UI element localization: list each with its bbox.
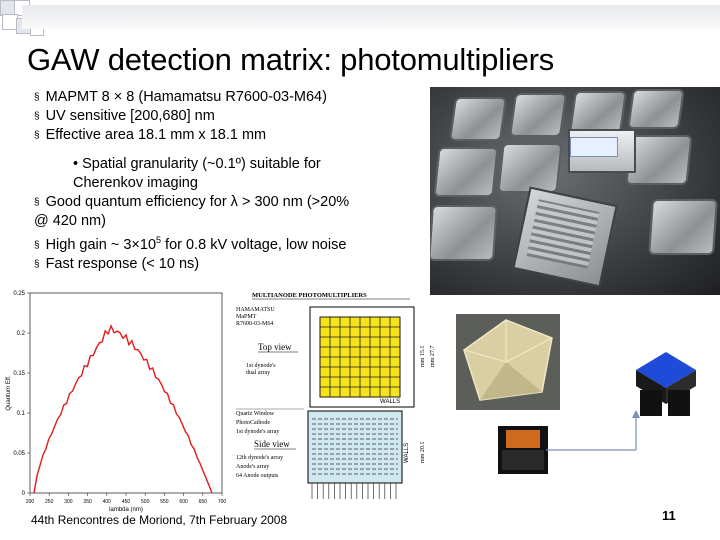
bullet-list-top: § MAPMT 8 × 8 (Hamamatsu R7600-03-M64) § U… [34,88,327,145]
svg-text:12th dynode's array: 12th dynode's array [236,455,283,461]
sub-bullet: • Spatial granularity (~0.1º) suitable f… [73,156,321,191]
y-tick-label: 0.05 [13,451,25,457]
svg-text:R7600-03-M64: R7600-03-M64 [236,321,273,327]
x-tick-label: 200 [26,499,35,505]
y-tick-label: 0.15 [13,371,25,377]
top-view-label: Top view [258,342,292,352]
svg-text:dual array: dual array [246,370,270,376]
x-tick-label: 400 [103,499,112,505]
bullet-item: § UV sensitive [200,680] nm [34,108,215,124]
x-tick-label: 500 [141,499,150,505]
pmt-photo [430,87,720,295]
bullet-item: § Good quantum efficiency for λ > 300 nm … [34,194,350,210]
svg-text:WALLS: WALLS [380,399,400,405]
page-number: 11 [662,508,676,523]
svg-text:PhotoCathode: PhotoCathode [236,420,270,426]
header-band [22,5,720,29]
bullet-item: § MAPMT 8 × 8 (Hamamatsu R7600-03-M64) [34,89,327,105]
anode-grid [319,316,401,398]
page-title: GAW detection matrix: photomultipliers [27,42,555,77]
diagram-header: MULTIANODE PHOTOMULTIPLIERS [252,292,367,299]
svg-text:mm 15.1: mm 15.1 [420,346,426,367]
quantum-efficiency-chart: Quantum Eff. lambda (nm) 0.25 0.2 0.15 0.1 0… [6,291,227,513]
light-guide-and-pmt-schematic [456,314,696,474]
qe-curve [33,324,213,494]
x-tick-label: 600 [179,499,188,505]
x-tick-label: 300 [64,499,73,505]
svg-text:1st dynode's array: 1st dynode's array [236,429,279,435]
bullet-list-bottom: § Good quantum efficiency for λ > 300 nm … [34,193,424,274]
svg-text:64 Anode outputs: 64 Anode outputs [236,473,279,479]
svg-text:WALLS: WALLS [404,443,410,463]
bullet-item: § High gain ~ 3×105 for 0.8 kV voltage, l… [34,235,347,253]
side-view-label: Side view [254,439,290,449]
y-tick-label: 0.1 [17,411,26,417]
y-tick-label: 0.2 [17,331,26,337]
x-tick-label: 650 [199,499,208,505]
arrow-icon [632,410,640,418]
x-tick-label: 450 [122,499,131,505]
svg-text:HAMAMATSU: HAMAMATSU [236,307,275,313]
svg-text:Quartz Window: Quartz Window [236,411,275,417]
x-tick-label: 700 [218,499,227,505]
bullet-item: § Effective area 18.1 mm x 18.1 mm [34,127,267,143]
x-tick-label: 350 [83,499,92,505]
y-tick-label: 0 [22,491,26,497]
footer-text: 44th Rencontres de Moriond, 7th February… [31,513,288,527]
plot-frame [29,292,223,494]
bullet-item: § Fast response (< 10 ns) [34,255,200,272]
svg-text:mm 20.1: mm 20.1 [420,442,426,463]
x-tick-label: 550 [160,499,169,505]
x-tick-label: 250 [45,499,54,505]
orange-window [506,430,540,448]
svg-text:mm 27.7: mm 27.7 [430,346,436,367]
svg-text:1st dynode's: 1st dynode's [246,363,276,369]
y-tick-label: 0.25 [13,291,25,297]
svg-text:MaPMT: MaPMT [236,314,257,320]
y-axis-label: Quantum Eff. [6,375,12,411]
multianode-pmt-diagram: MULTIANODE PHOTOMULTIPLIERS HAMAMATSU Ma… [236,292,436,499]
svg-text:Anode's array: Anode's array [236,464,269,470]
x-axis-label: lambda (nm) [109,507,143,513]
